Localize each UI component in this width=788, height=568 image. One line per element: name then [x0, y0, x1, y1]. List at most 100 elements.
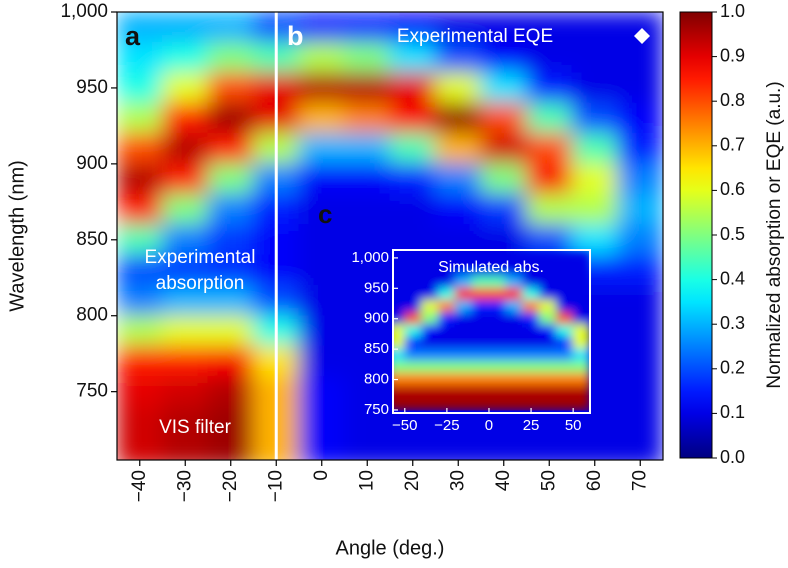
heatmap-cell: [526, 193, 573, 226]
y-axis-title: Wavelength (nm): [6, 160, 28, 312]
heatmap-cell: [555, 312, 574, 326]
heatmap-cell: [389, 193, 436, 226]
heatmap-cell: [572, 348, 590, 362]
heatmap-cell: [404, 299, 423, 314]
heatmap-cell: [404, 372, 423, 387]
heatmap-cell: [522, 360, 540, 374]
heatmap-cell: [454, 312, 473, 326]
heatmap-cell: [253, 12, 278, 43]
heatmap-cell: [437, 385, 456, 399]
heatmap-cell: [505, 336, 524, 350]
heatmap-cell: [526, 163, 573, 195]
heatmap-cell: [298, 102, 345, 134]
heatmap-cell: [207, 254, 254, 286]
heatmap-cell: [617, 41, 663, 74]
heatmap-cell: [253, 284, 278, 317]
colorbar-tick-label: 0.1: [720, 402, 745, 422]
heatmap-cell: [389, 163, 436, 195]
heatmap-cell: [435, 406, 482, 438]
heatmap-cell: [344, 224, 391, 256]
heatmap-cell: [617, 375, 663, 408]
heatmap-cell: [421, 251, 439, 265]
heatmap-cell: [344, 436, 391, 460]
heatmap-clip: [117, 12, 278, 460]
heatmap-cell: [389, 72, 436, 104]
heatmap-cell: [278, 315, 300, 347]
colorbar-tick-label: 0.8: [720, 90, 745, 110]
heatmap-cell: [393, 348, 406, 362]
heatmap-cell: [278, 254, 300, 286]
heatmap-cell: [471, 312, 490, 326]
heatmap-cell: [437, 287, 456, 301]
heatmap-cell: [404, 324, 423, 338]
heatmap-cell: [253, 132, 278, 165]
heatmap-cell: [471, 385, 490, 399]
heatmap-cell: [393, 275, 406, 289]
y-tick-label: 1,000: [351, 249, 389, 266]
heatmap-cell: [117, 72, 163, 104]
heatmap-cell: [298, 163, 345, 195]
heatmap-cell: [298, 345, 345, 377]
heatmap-cell: [538, 312, 557, 326]
heatmap-cell: [522, 324, 540, 338]
colorbar-tick-label: 1.0: [720, 1, 745, 21]
x-tick-label: −25: [434, 417, 459, 434]
heatmap-cell: [437, 324, 456, 338]
x-tick-label: 40: [493, 470, 514, 491]
heatmap-cell: [117, 436, 163, 460]
heatmap-cell: [505, 324, 524, 338]
colorbar-tick-label: 0.7: [720, 135, 745, 155]
x-tick-label: 50: [565, 417, 582, 434]
heatmap-cell: [404, 312, 423, 326]
heatmap-cell: [162, 315, 209, 347]
heatmap-cell: [488, 360, 507, 374]
heatmap-cell: [207, 132, 254, 165]
heatmap-cell: [162, 72, 209, 104]
heatmap-cell: [526, 12, 573, 43]
heatmap-cell: [207, 375, 254, 408]
heatmap-clip: [393, 251, 590, 411]
heatmap: [117, 12, 278, 460]
heatmap-cell: [435, 193, 482, 226]
heatmap-cell: [117, 254, 163, 286]
heatmap-cell: [522, 372, 540, 387]
heatmap-cell: [480, 132, 527, 165]
heatmap-cell: [454, 348, 473, 362]
heatmap-cell: [389, 406, 436, 438]
x-tick-label: 60: [584, 470, 605, 491]
heatmap-cell: [572, 299, 590, 314]
heatmap-cell: [437, 275, 456, 289]
x-tick-label: −40: [129, 470, 150, 502]
heatmap-cell: [437, 348, 456, 362]
heatmap-cell: [526, 406, 573, 438]
x-tick-label: 25: [523, 417, 540, 434]
heatmap-cell: [404, 348, 423, 362]
heatmap-cell: [278, 12, 300, 43]
heatmap-cell: [298, 12, 345, 43]
heatmap-cell: [505, 397, 524, 411]
heatmap-cell: [505, 263, 524, 277]
heatmap-cell: [207, 41, 254, 74]
heatmap-cell: [488, 336, 507, 350]
heatmap-cell: [471, 397, 490, 411]
x-tick-label: −50: [392, 417, 417, 434]
heatmap-cell: [207, 315, 254, 347]
heatmap-cell: [471, 251, 490, 265]
heatmap-cell: [278, 436, 300, 460]
heatmap-cell: [298, 284, 345, 317]
heatmap-cell: [454, 263, 473, 277]
heatmap-cell: [393, 397, 406, 411]
heatmap-cell: [253, 375, 278, 408]
heatmap-cell: [344, 72, 391, 104]
x-tick-label: 70: [629, 470, 650, 491]
heatmap-cell: [505, 348, 524, 362]
heatmap-cell: [488, 299, 507, 314]
heatmap-cell: [572, 263, 590, 277]
heatmap-cell: [572, 251, 590, 265]
heatmap-cell: [572, 336, 590, 350]
annotation: c: [318, 199, 332, 229]
heatmap-cell: [505, 360, 524, 374]
heatmap-cell: [572, 287, 590, 301]
heatmap-cell: [454, 372, 473, 387]
heatmap-cell: [404, 360, 423, 374]
